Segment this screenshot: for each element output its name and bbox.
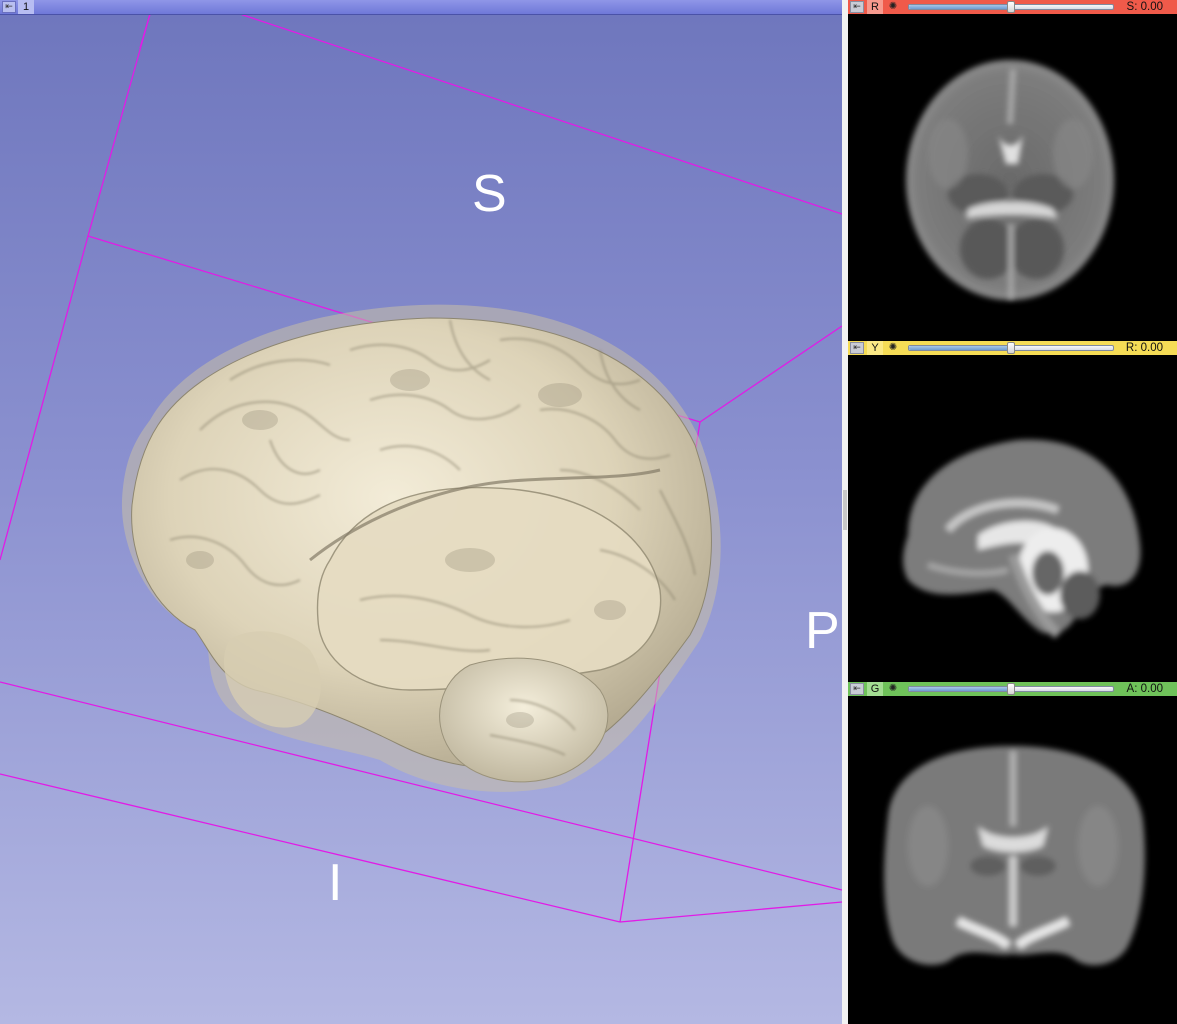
green-slice-offset-value: A: 0.00 <box>1126 683 1163 695</box>
green-slice-controller-bar[interactable]: ⇤ G ✺ A: 0.00 <box>848 682 1177 696</box>
red-slice-view[interactable]: ⇤ R ✺ S: 0.00 <box>848 0 1177 341</box>
coronal-slice-image[interactable] <box>848 696 1177 1024</box>
splitter-handle[interactable] <box>843 490 847 530</box>
red-slice-offset-value: S: 0.00 <box>1126 1 1163 13</box>
slider-thumb[interactable] <box>1007 683 1015 695</box>
green-slice-view[interactable]: ⇤ G ✺ A: 0.00 <box>848 682 1177 1024</box>
brain-volume-rendering[interactable] <box>0 0 842 1024</box>
3d-view-controller-bar[interactable]: ⇤ 1 <box>0 0 842 15</box>
slider-thumb[interactable] <box>1007 1 1015 13</box>
yellow-slice-letter: Y <box>867 341 883 355</box>
pin-icon[interactable]: ⇤ <box>2 1 16 13</box>
yellow-slice-view[interactable]: ⇤ Y ✺ R: 0.00 <box>848 341 1177 682</box>
green-slice-offset-slider[interactable] <box>908 683 1114 695</box>
red-slice-controller-bar[interactable]: ⇤ R ✺ S: 0.00 <box>848 0 1177 14</box>
pin-icon[interactable]: ⇤ <box>850 683 864 695</box>
yellow-slice-controller-bar[interactable]: ⇤ Y ✺ R: 0.00 <box>848 341 1177 355</box>
orientation-label-superior: S <box>472 165 507 223</box>
pin-icon[interactable]: ⇤ <box>850 342 864 354</box>
pin-icon[interactable]: ⇤ <box>850 1 864 13</box>
slider-thumb[interactable] <box>1007 342 1015 354</box>
red-slice-offset-slider[interactable] <box>908 1 1114 13</box>
yellow-slice-offset-value: R: 0.00 <box>1125 342 1163 354</box>
green-slice-letter: G <box>867 682 883 696</box>
red-slice-letter: R <box>867 0 883 14</box>
orientation-label-posterior: P <box>805 602 840 660</box>
axial-slice-image[interactable] <box>848 14 1177 341</box>
eye-icon[interactable]: ✺ <box>888 683 898 694</box>
eye-icon[interactable]: ✺ <box>888 342 898 353</box>
eye-icon[interactable]: ✺ <box>888 1 898 12</box>
sagittal-slice-image[interactable] <box>848 355 1177 682</box>
orientation-label-inferior: I <box>328 854 343 912</box>
3d-view[interactable]: ⇤ 1 <box>0 0 842 1024</box>
3d-view-number: 1 <box>18 0 34 14</box>
yellow-slice-offset-slider[interactable] <box>908 342 1114 354</box>
